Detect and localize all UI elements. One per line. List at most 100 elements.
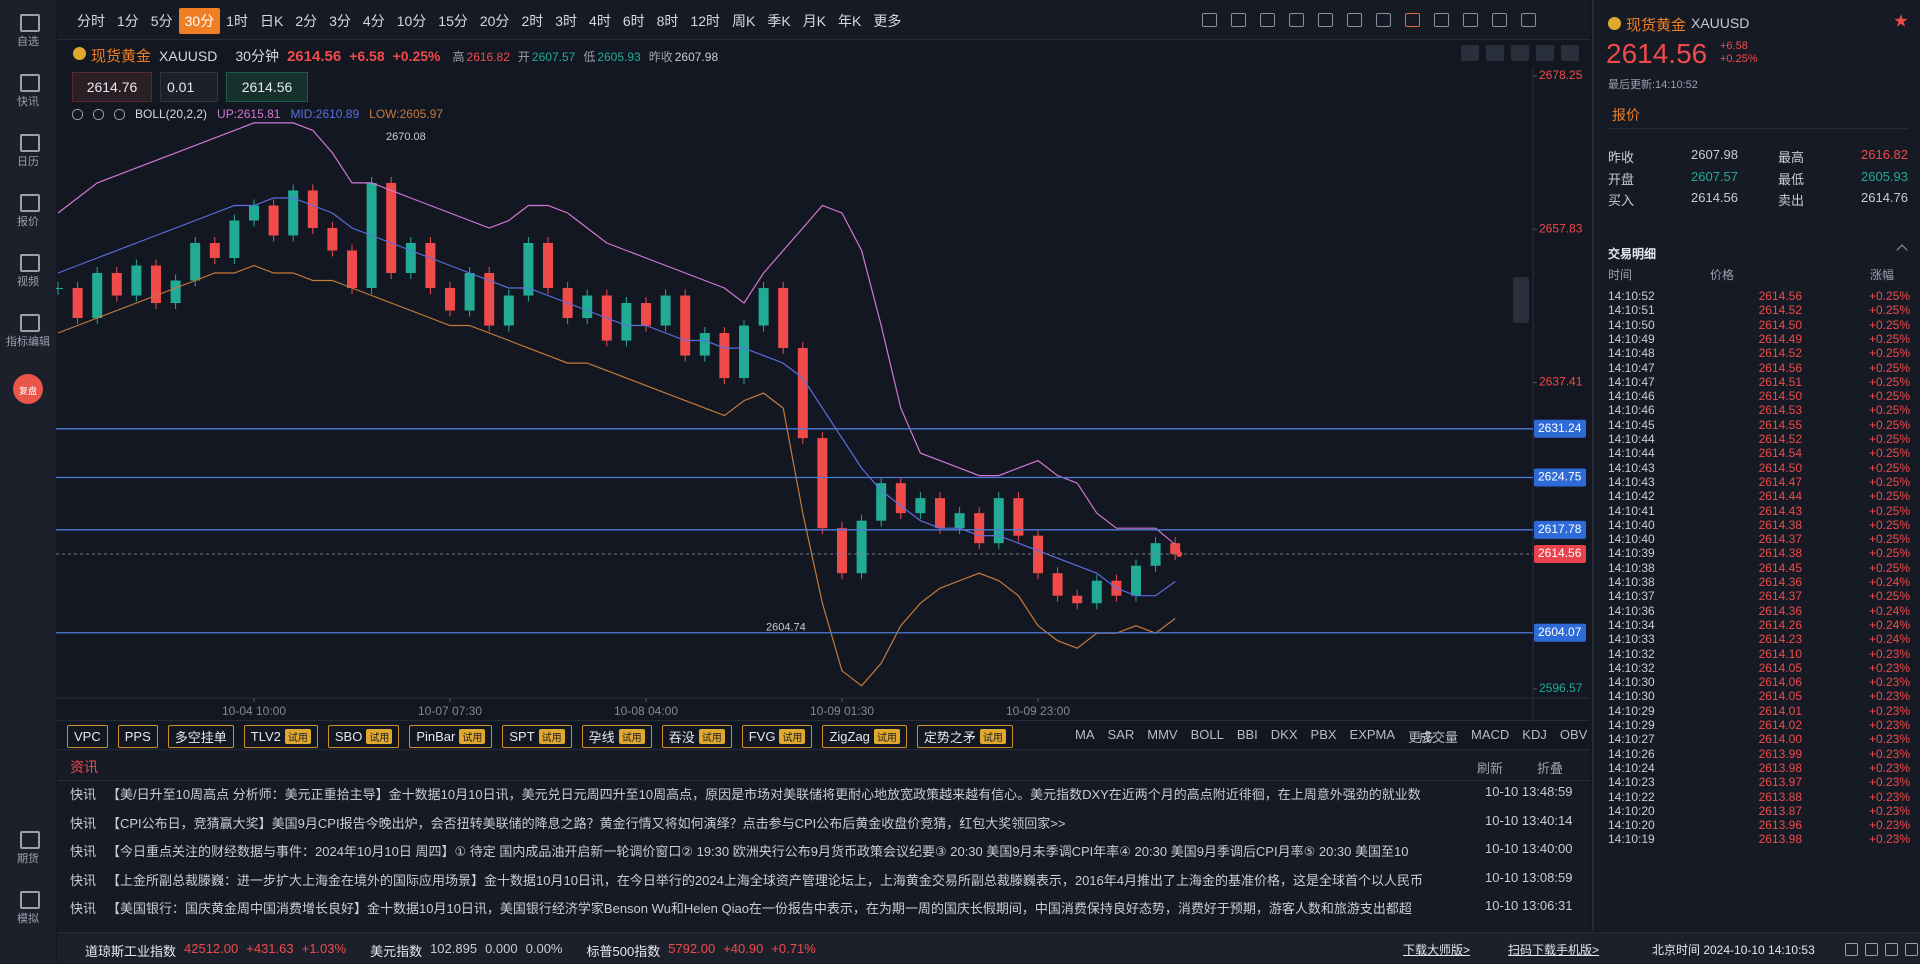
more-timeframes[interactable]: 更多: [873, 13, 902, 29]
replay-icon[interactable]: [13, 374, 43, 404]
mobile-link[interactable]: 扫码下载手机版>: [1508, 943, 1600, 957]
status-icon[interactable]: [1905, 943, 1918, 956]
indicator-button[interactable]: SBO 试用: [327, 725, 400, 748]
main-indicator[interactable]: SAR: [1107, 727, 1135, 742]
timeframe[interactable]: 季K: [767, 13, 791, 29]
sidebar-icon[interactable]: [20, 891, 40, 909]
timeframe[interactable]: 12时: [690, 13, 720, 29]
timeframe[interactable]: 30分: [178, 8, 221, 34]
tool-icon[interactable]: [1289, 13, 1304, 27]
legend-icon[interactable]: [72, 108, 83, 120]
timeframe[interactable]: 8时: [656, 13, 679, 29]
timeframe[interactable]: 年K: [838, 13, 862, 29]
news-text[interactable]: 【美国银行：国庆黄金周中国消费增长良好】金十数据10月10日讯，美国银行经济学家…: [107, 901, 1412, 916]
tool-icon[interactable]: [1318, 13, 1333, 27]
sidebar-label[interactable]: 期货: [17, 853, 39, 865]
timeframe[interactable]: 月K: [802, 13, 827, 29]
news-text[interactable]: 【今日重点关注的财经数据与事件：2024年10月10日 周四】① 待定 国内成品…: [107, 844, 1409, 859]
timeframe[interactable]: 1分: [117, 13, 139, 29]
indicator-button[interactable]: 孕线 试用: [581, 725, 652, 748]
legend-icon[interactable]: [93, 108, 104, 120]
tool-icon[interactable]: [1405, 13, 1420, 27]
tool-icon[interactable]: [1521, 13, 1536, 27]
sidebar-icon[interactable]: [20, 314, 40, 332]
status-icon[interactable]: [1865, 943, 1878, 956]
news-text[interactable]: 【CPI公布日，竞猜赢大奖】美国9月CPI报告今晚出炉，会否扭转美联储的降息之路…: [107, 815, 1066, 831]
indicator-button[interactable]: 定势之矛 试用: [916, 725, 1013, 748]
indicator-button[interactable]: TLV2 试用: [243, 725, 318, 748]
tool-icon[interactable]: [1492, 13, 1507, 27]
tool-icon[interactable]: [1376, 13, 1391, 27]
main-indicator[interactable]: 更多: [1408, 730, 1435, 745]
sidebar-label[interactable]: 模拟: [17, 913, 39, 925]
timeframe[interactable]: 分时: [77, 13, 105, 29]
timeframe[interactable]: 3分: [329, 13, 351, 29]
news-text[interactable]: 【美/日升至10周高点 分析师：美元正重拾主导】金十数据10月10日讯，美元兑日…: [107, 787, 1421, 802]
sidebar-label[interactable]: 视频: [17, 276, 39, 288]
timeframe[interactable]: 1时: [226, 13, 248, 29]
indicator-button[interactable]: 吞没 试用: [661, 725, 732, 748]
indicator-button[interactable]: 多空挂单: [167, 725, 234, 748]
main-indicator[interactable]: MMV: [1147, 727, 1178, 742]
main-indicator[interactable]: EXPMA: [1349, 727, 1396, 742]
chart-tool[interactable]: [1511, 45, 1529, 61]
order-qty[interactable]: 0.01: [160, 72, 218, 102]
ticker-name[interactable]: 道琼斯工业指数: [85, 944, 177, 959]
sidebar-icon[interactable]: [20, 134, 40, 152]
indicator-button[interactable]: VPC: [67, 725, 108, 748]
news-tag[interactable]: 快讯: [70, 815, 97, 831]
quote-tab[interactable]: 报价: [1612, 107, 1640, 123]
timeframe[interactable]: 2时: [521, 13, 544, 29]
sidebar-icon[interactable]: [20, 254, 40, 272]
buy-price[interactable]: 2614.56: [226, 72, 308, 102]
news-text[interactable]: 【上金所副总裁滕巍：进一步扩大上海金在境外的国际应用场景】金十数据10月10日讯…: [107, 872, 1423, 888]
ticker-name[interactable]: 标普500指数: [586, 944, 661, 959]
news-tag[interactable]: 快讯: [70, 844, 97, 859]
sidebar-label[interactable]: 指标编辑: [6, 336, 50, 348]
sidebar-icon[interactable]: [20, 74, 40, 92]
timeframe[interactable]: 周K: [732, 13, 756, 29]
trades-collapse[interactable]: [1896, 244, 1908, 256]
sub-indicator[interactable]: OBV: [1559, 727, 1588, 742]
tool-icon[interactable]: [1434, 13, 1449, 27]
chart-tool[interactable]: [1486, 45, 1504, 61]
timeframe[interactable]: 20分: [479, 13, 510, 29]
main-indicator[interactable]: MA: [1075, 727, 1095, 742]
sidebar-label[interactable]: 复盘: [18, 386, 37, 396]
sub-indicator[interactable]: MACD: [1471, 727, 1510, 742]
timeframe[interactable]: 4时: [589, 13, 611, 29]
indicator-button[interactable]: PinBar 试用: [409, 725, 493, 748]
sub-indicator[interactable]: KDJ: [1522, 727, 1547, 742]
timeframe[interactable]: 15分: [438, 13, 468, 29]
status-icon[interactable]: [1845, 943, 1858, 956]
sidebar-icon[interactable]: [20, 831, 40, 849]
sub-indicator[interactable]: 成交量: [1419, 730, 1459, 745]
news-tag[interactable]: 快讯: [70, 872, 97, 888]
tool-icon[interactable]: [1202, 13, 1217, 27]
sidebar-label[interactable]: 日历: [17, 156, 39, 168]
sidebar-label[interactable]: 快讯: [17, 96, 39, 108]
download-link[interactable]: 下载大师版>: [1403, 943, 1471, 957]
sidebar-icon[interactable]: [20, 14, 40, 32]
main-indicator[interactable]: BBI: [1236, 727, 1258, 742]
status-icon[interactable]: [1885, 943, 1898, 956]
news-tag[interactable]: 快讯: [70, 901, 97, 916]
chart-tool[interactable]: [1536, 45, 1554, 61]
timeframe[interactable]: 日K: [259, 13, 284, 29]
timeframe[interactable]: 3时: [555, 13, 578, 29]
indicator-button[interactable]: PPS: [117, 725, 158, 748]
news-refresh[interactable]: 刷新: [1477, 761, 1504, 776]
favorite-star[interactable]: [1894, 14, 1908, 27]
indicator-button[interactable]: FVG 试用: [741, 725, 813, 748]
chart-tool[interactable]: [1461, 45, 1479, 61]
timeframe[interactable]: 4分: [362, 13, 385, 29]
main-indicator[interactable]: PBX: [1310, 727, 1337, 742]
main-indicator[interactable]: BOLL: [1190, 727, 1224, 742]
tool-icon[interactable]: [1463, 13, 1478, 27]
legend-icon[interactable]: [114, 108, 125, 120]
tool-icon[interactable]: [1347, 13, 1362, 27]
news-fold[interactable]: 折叠: [1537, 761, 1564, 776]
timeframe[interactable]: 6时: [622, 13, 645, 29]
tool-icon[interactable]: [1260, 13, 1275, 27]
news-tag[interactable]: 快讯: [70, 787, 97, 802]
